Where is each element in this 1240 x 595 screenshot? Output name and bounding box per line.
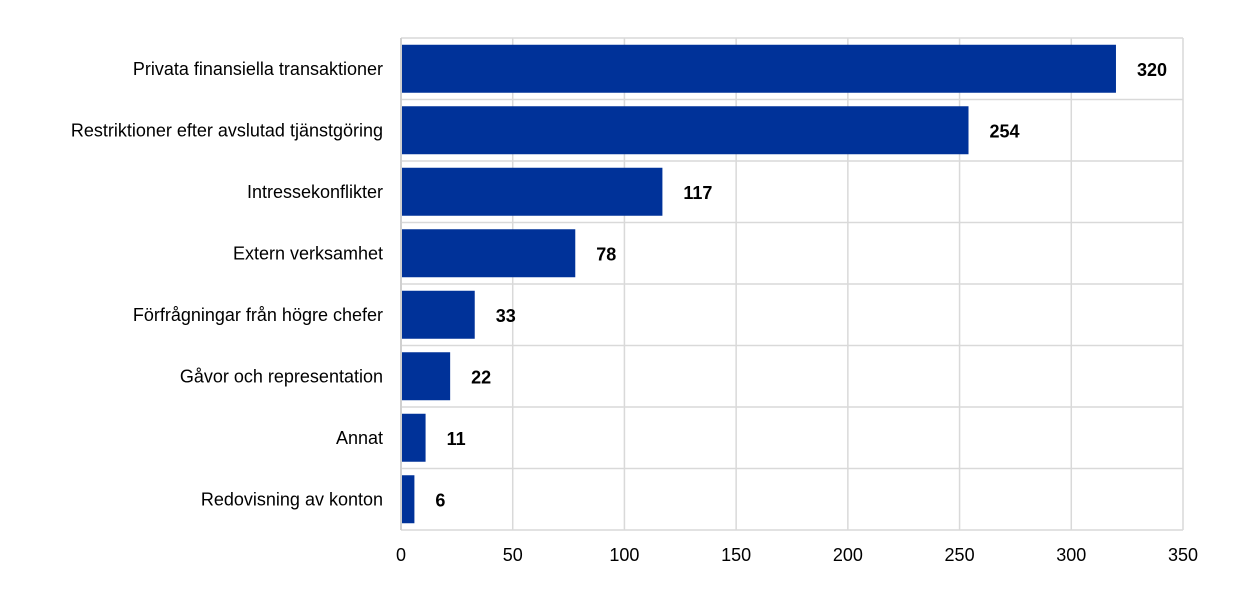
bar	[402, 475, 415, 524]
data-label: 254	[990, 121, 1020, 141]
bar	[402, 413, 426, 462]
bar	[402, 44, 1116, 93]
category-label: Annat	[336, 428, 383, 448]
x-tick-label: 250	[945, 545, 975, 565]
x-tick-label: 150	[721, 545, 751, 565]
category-label: Förfrågningar från högre chefer	[133, 305, 383, 325]
x-tick-label: 0	[396, 545, 406, 565]
bar	[402, 352, 451, 401]
category-label: Privata finansiella transaktioner	[133, 59, 383, 79]
category-label: Intressekonflikter	[247, 182, 383, 202]
x-tick-label: 200	[833, 545, 863, 565]
data-label: 22	[471, 367, 491, 387]
data-label: 33	[496, 306, 516, 326]
category-label: Redovisning av konton	[201, 489, 383, 509]
data-label: 78	[596, 244, 616, 264]
category-label: Gåvor och representation	[180, 366, 383, 386]
x-tick-label: 300	[1056, 545, 1086, 565]
data-label: 6	[435, 490, 445, 510]
data-label: 11	[447, 429, 466, 449]
x-tick-label: 50	[503, 545, 523, 565]
data-label: 320	[1137, 60, 1167, 80]
bar	[402, 229, 576, 278]
data-label: 117	[683, 183, 712, 203]
bar	[402, 167, 663, 216]
category-label: Extern verksamhet	[233, 243, 383, 263]
x-tick-label: 350	[1168, 545, 1198, 565]
x-tick-label: 100	[609, 545, 639, 565]
bar	[402, 290, 475, 339]
category-label: Restriktioner efter avslutad tjänstgörin…	[71, 120, 383, 140]
bar	[402, 106, 969, 155]
